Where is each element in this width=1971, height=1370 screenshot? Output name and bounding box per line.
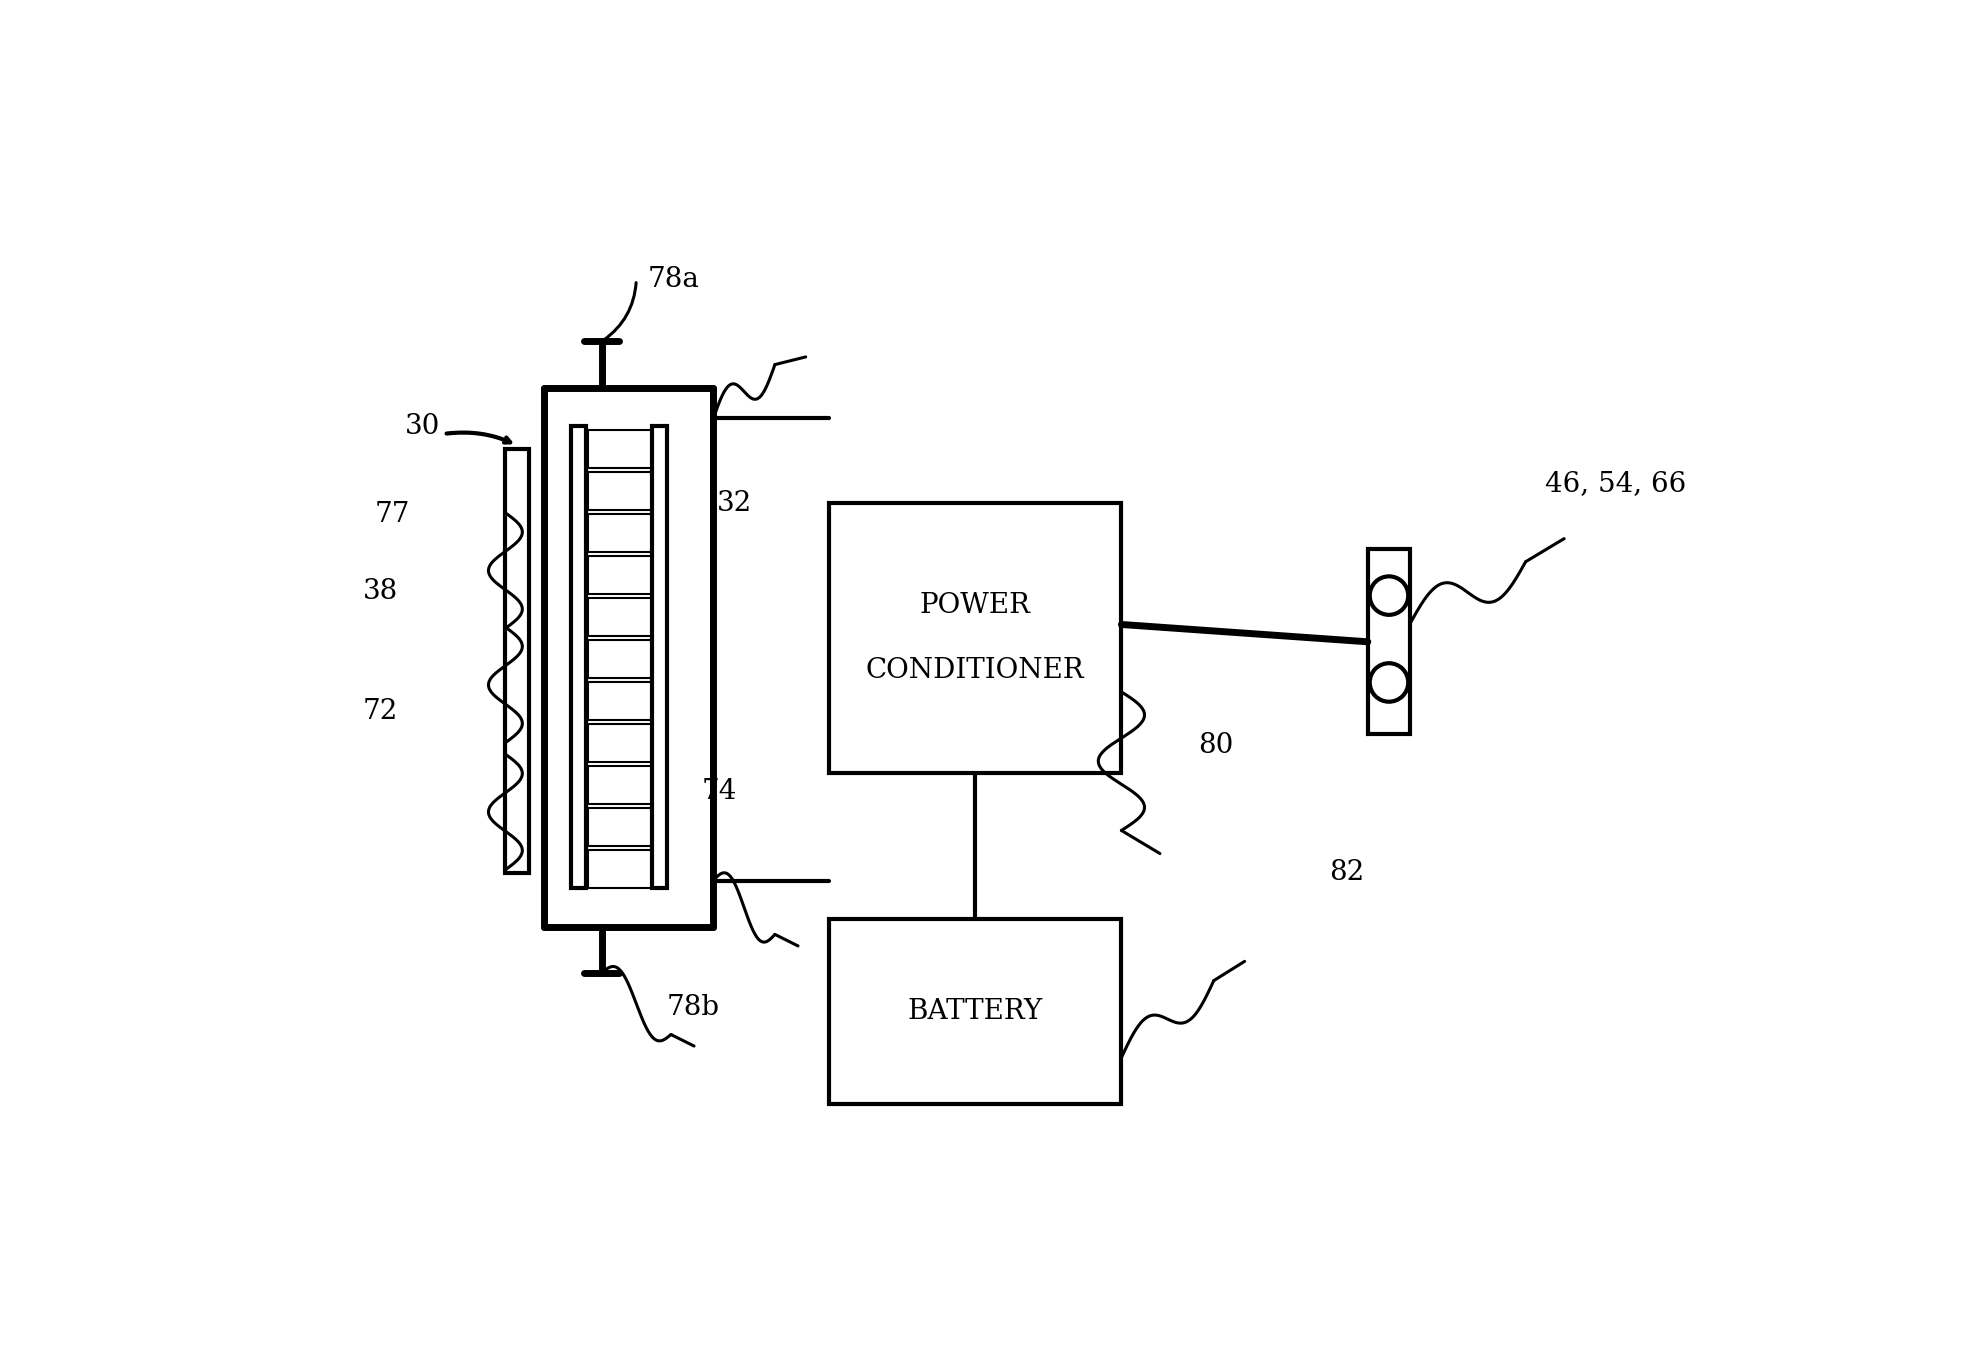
Bar [587, 849, 664, 888]
Text: 82: 82 [1328, 859, 1364, 886]
Text: BATTERY: BATTERY [907, 997, 1043, 1025]
Text: 46, 54, 66: 46, 54, 66 [1545, 470, 1685, 497]
Text: POWER: POWER [920, 592, 1031, 619]
Bar [587, 681, 664, 721]
Bar [587, 597, 664, 636]
Bar [587, 556, 664, 595]
Text: 77: 77 [374, 501, 410, 529]
Text: 78b: 78b [666, 995, 719, 1021]
Bar [587, 514, 664, 552]
Text: 38: 38 [363, 578, 398, 606]
Circle shape [1370, 663, 1407, 701]
Bar [1368, 549, 1409, 734]
Text: 72: 72 [363, 697, 398, 725]
Text: 74: 74 [702, 778, 737, 806]
Text: 78a: 78a [648, 266, 700, 293]
Bar [587, 807, 664, 847]
Bar [587, 430, 664, 469]
Text: 80: 80 [1198, 732, 1234, 759]
Text: 32: 32 [717, 489, 753, 516]
Bar [587, 471, 664, 510]
Bar [828, 919, 1121, 1104]
Bar [587, 640, 664, 678]
Bar [505, 449, 528, 873]
Circle shape [1370, 577, 1407, 615]
Bar [587, 723, 664, 762]
Bar [572, 426, 585, 888]
Bar [587, 766, 664, 804]
Text: 30: 30 [406, 412, 442, 440]
Bar [652, 426, 666, 888]
Text: CONDITIONER: CONDITIONER [865, 656, 1084, 684]
Bar [828, 503, 1121, 773]
